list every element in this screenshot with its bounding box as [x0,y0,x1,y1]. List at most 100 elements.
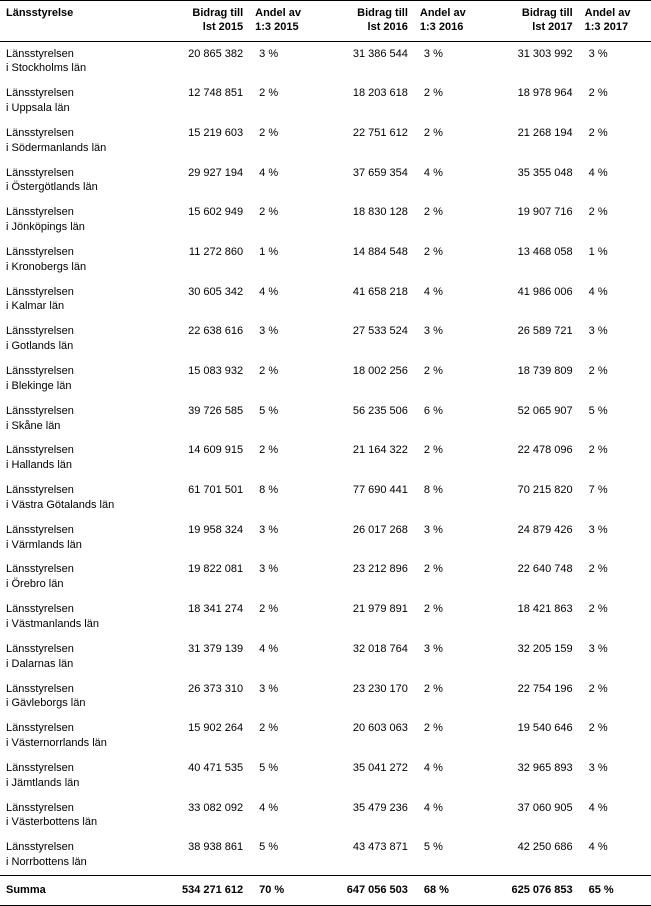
cell-a2016: 4 % [414,280,486,320]
cell-a2016: 4 % [414,161,486,201]
cell-b2016: 18 830 128 [321,200,413,240]
cell-a2016: 2 % [414,359,486,399]
cell-b2015: 15 902 264 [157,716,249,756]
cell-b2016: 21 979 891 [321,597,413,637]
cell-b2015: 26 373 310 [157,677,249,717]
cell-b2016: 18 002 256 [321,359,413,399]
cell-a2016: 3 % [414,41,486,81]
cell-name: Länsstyrelsen i Blekinge län [0,359,157,399]
cell-a2017: 5 % [579,399,651,439]
cell-b2017: 26 589 721 [486,319,578,359]
cell-b2016: 23 230 170 [321,677,413,717]
cell-name: Länsstyrelsen i Värmlands län [0,518,157,558]
col-header-b2017: Bidrag tilllst 2017 [486,1,578,42]
county-grants-table: Länsstyrelse Bidrag tilllst 2015 Andel a… [0,0,651,906]
cell-b2015: 40 471 535 [157,756,249,796]
cell-b2017: 18 421 863 [486,597,578,637]
cell-a2015: 4 % [249,161,321,201]
cell-b2016: 27 533 524 [321,319,413,359]
cell-a2017: 2 % [579,81,651,121]
cell-b2016: 32 018 764 [321,637,413,677]
cell-b2016: 22 751 612 [321,121,413,161]
cell-b2016: 21 164 322 [321,438,413,478]
cell-name: Länsstyrelsen i Gävleborgs län [0,677,157,717]
cell-a2016: 2 % [414,240,486,280]
cell-a2017: 3 % [579,756,651,796]
cell-b2017: 22 640 748 [486,557,578,597]
cell-b2016: 56 235 506 [321,399,413,439]
table-row: Länsstyrelsen i Hallands län14 609 9152 … [0,438,651,478]
table-row: Länsstyrelsen i Jämtlands län40 471 5355… [0,756,651,796]
cell-b2017: 19 907 716 [486,200,578,240]
cell-a2015: 3 % [249,518,321,558]
cell-a2015: 3 % [249,557,321,597]
table-row: Länsstyrelsen i Jönköpings län15 602 949… [0,200,651,240]
cell-a2015: 3 % [249,41,321,81]
cell-a2015: 70 % [249,875,321,905]
cell-a2016: 2 % [414,121,486,161]
cell-a2016: 2 % [414,81,486,121]
cell-b2015: 15 602 949 [157,200,249,240]
cell-b2015: 38 938 861 [157,835,249,875]
cell-name: Länsstyrelsen i Kalmar län [0,280,157,320]
cell-b2016: 14 884 548 [321,240,413,280]
col-header-a2016: Andel av1:3 2016 [414,1,486,42]
cell-a2016: 4 % [414,756,486,796]
cell-a2016: 2 % [414,200,486,240]
cell-a2017: 4 % [579,835,651,875]
cell-b2015: 31 379 139 [157,637,249,677]
table-row: Länsstyrelsen i Västra Götalands län61 7… [0,478,651,518]
cell-b2017: 22 754 196 [486,677,578,717]
col-header-a2015: Andel av1:3 2015 [249,1,321,42]
cell-a2017: 3 % [579,319,651,359]
table-row: Länsstyrelsen i Dalarnas län31 379 1394 … [0,637,651,677]
cell-a2017: 3 % [579,637,651,677]
cell-a2017: 2 % [579,438,651,478]
cell-a2017: 2 % [579,359,651,399]
table-row: Länsstyrelsen i Östergötlands län29 927 … [0,161,651,201]
cell-b2016: 26 017 268 [321,518,413,558]
cell-a2017: 2 % [579,200,651,240]
cell-a2016: 2 % [414,677,486,717]
cell-a2015: 8 % [249,478,321,518]
cell-name: Länsstyrelsen i Gotlands län [0,319,157,359]
cell-a2017: 2 % [579,716,651,756]
cell-name: Länsstyrelsen i Stockholms län [0,41,157,81]
cell-a2017: 2 % [579,677,651,717]
cell-a2017: 4 % [579,796,651,836]
cell-a2015: 2 % [249,81,321,121]
cell-a2017: 65 % [579,875,651,905]
table-row: Länsstyrelsen i Kronobergs län11 272 860… [0,240,651,280]
cell-b2016: 647 056 503 [321,875,413,905]
cell-a2016: 5 % [414,835,486,875]
cell-name: Länsstyrelsen i Jönköpings län [0,200,157,240]
cell-name: Länsstyrelsen i Västra Götalands län [0,478,157,518]
cell-a2015: 3 % [249,319,321,359]
cell-a2015: 3 % [249,677,321,717]
cell-a2017: 4 % [579,161,651,201]
cell-b2015: 30 605 342 [157,280,249,320]
cell-b2015: 29 927 194 [157,161,249,201]
cell-name: Länsstyrelsen i Södermanlands län [0,121,157,161]
cell-name: Länsstyrelsen i Uppsala län [0,81,157,121]
table-row: Länsstyrelsen i Stockholms län20 865 382… [0,41,651,81]
cell-b2016: 43 473 871 [321,835,413,875]
cell-a2015: 2 % [249,438,321,478]
cell-a2015: 4 % [249,796,321,836]
cell-b2015: 12 748 851 [157,81,249,121]
cell-a2016: 2 % [414,557,486,597]
cell-name: Länsstyrelsen i Västernorrlands län [0,716,157,756]
cell-name: Länsstyrelsen i Kronobergs län [0,240,157,280]
cell-a2015: 5 % [249,756,321,796]
cell-a2016: 3 % [414,637,486,677]
cell-name: Länsstyrelsen i Västerbottens län [0,796,157,836]
cell-b2017: 35 355 048 [486,161,578,201]
cell-b2015: 22 638 616 [157,319,249,359]
cell-b2017: 41 986 006 [486,280,578,320]
cell-b2016: 18 203 618 [321,81,413,121]
col-header-b2015: Bidrag tilllst 2015 [157,1,249,42]
cell-b2016: 41 658 218 [321,280,413,320]
table-header: Länsstyrelse Bidrag tilllst 2015 Andel a… [0,1,651,42]
cell-b2015: 19 958 324 [157,518,249,558]
cell-b2017: 32 205 159 [486,637,578,677]
